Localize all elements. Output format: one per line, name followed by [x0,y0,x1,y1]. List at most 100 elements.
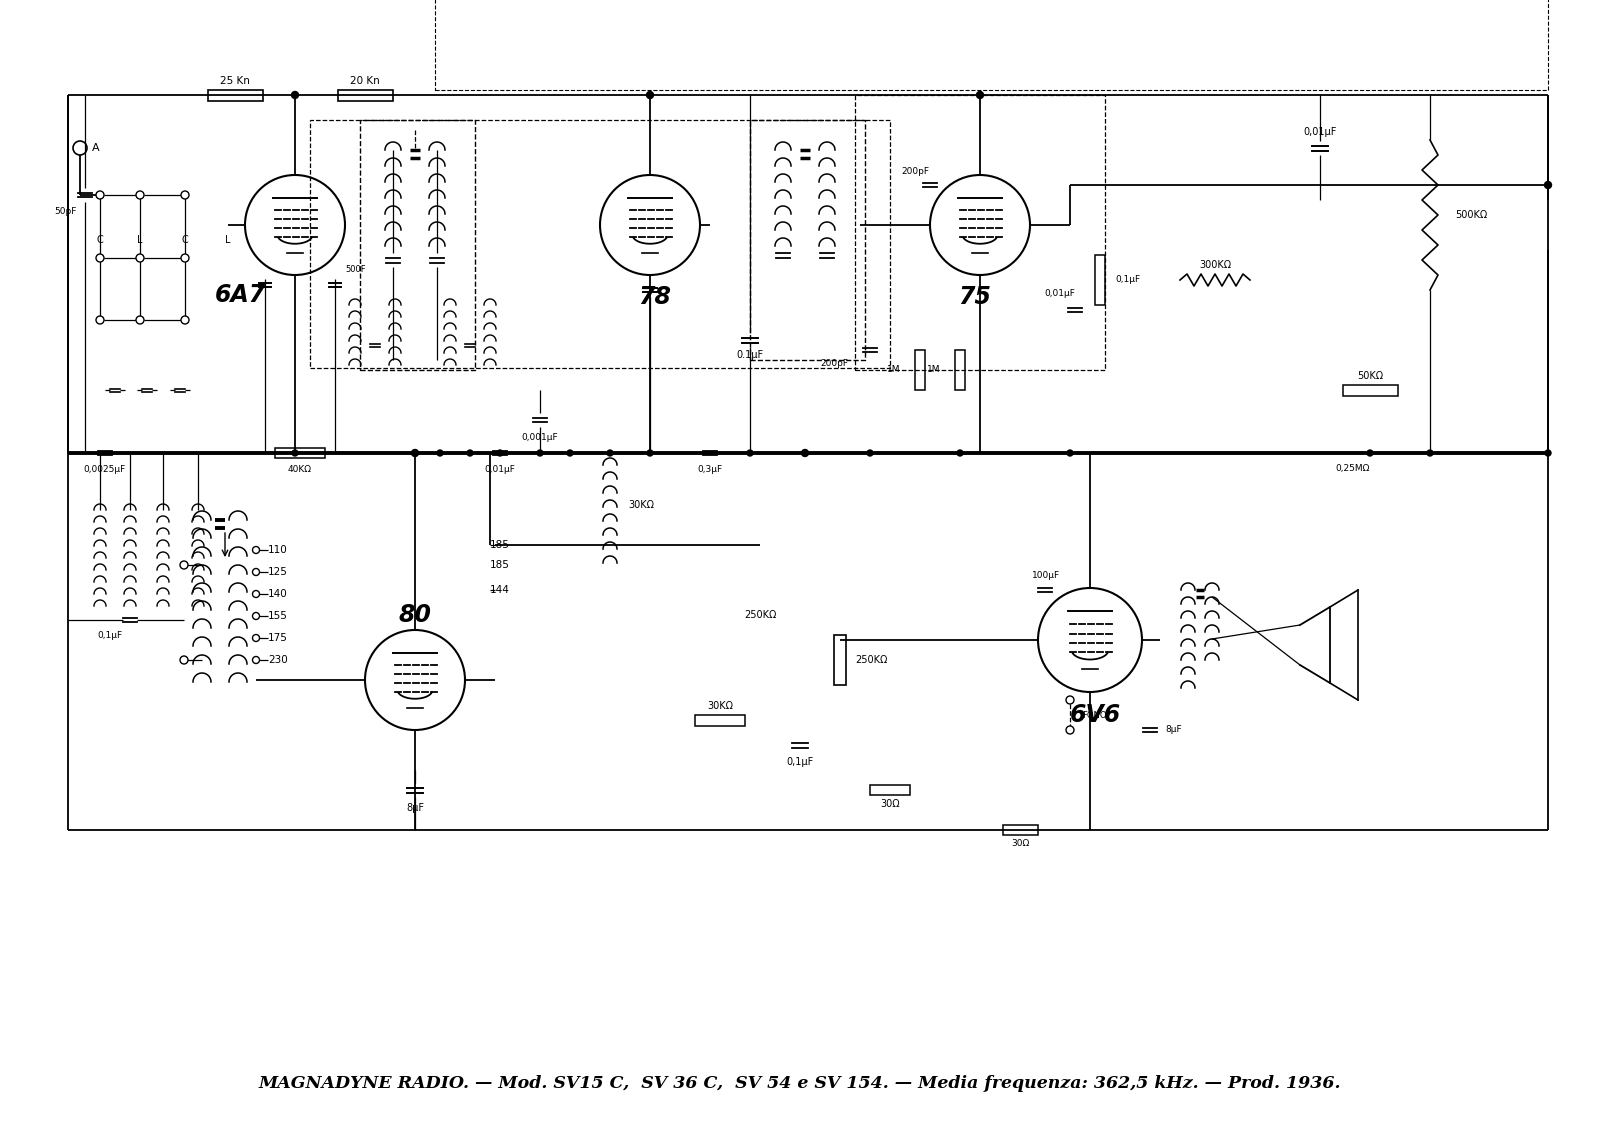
Circle shape [867,450,874,456]
Circle shape [96,316,104,323]
Text: 78: 78 [638,285,672,309]
Text: 0,1μF: 0,1μF [786,757,814,767]
Text: 0,3μF: 0,3μF [698,465,723,474]
Text: 200pF: 200pF [819,360,848,369]
Text: A: A [93,143,99,153]
Circle shape [538,450,542,456]
Circle shape [181,191,189,199]
Circle shape [1067,450,1074,456]
Circle shape [96,254,104,262]
Text: 25 Kn: 25 Kn [221,76,250,86]
Text: 185: 185 [490,539,510,550]
Bar [360,120,475,370]
Text: 0,1μF: 0,1μF [1115,276,1141,285]
Circle shape [253,656,259,664]
Text: 1M: 1M [886,365,899,374]
Circle shape [646,92,653,98]
Text: 155: 155 [269,611,288,621]
Circle shape [96,191,104,199]
Bar [1094,254,1106,305]
Circle shape [1544,181,1552,189]
Text: 0,01μF: 0,01μF [1304,127,1336,137]
Text: 500F: 500F [346,266,366,275]
Text: 6V6: 6V6 [1069,703,1120,727]
Bar [1003,824,1037,835]
Bar [750,120,866,360]
Text: 30KΩ: 30KΩ [627,500,654,510]
Text: 250KΩ: 250KΩ [854,655,888,665]
Text: 125: 125 [269,567,288,577]
Circle shape [413,450,418,456]
Text: 0.1μF: 0.1μF [736,349,763,360]
Text: 500KΩ: 500KΩ [1454,210,1488,221]
Circle shape [1546,450,1550,456]
Bar [208,89,262,101]
Text: 8μF: 8μF [406,803,424,813]
Text: 50pF: 50pF [54,207,77,216]
Circle shape [181,254,189,262]
Circle shape [136,191,144,199]
Text: 0,0025μF: 0,0025μF [83,465,126,474]
Circle shape [253,613,259,620]
Text: 80: 80 [398,603,432,627]
Circle shape [179,561,189,569]
Circle shape [498,450,502,456]
Circle shape [136,316,144,323]
Text: 30KΩ: 30KΩ [707,701,733,711]
Circle shape [1066,726,1074,734]
Bar [310,120,890,368]
Bar [1342,385,1397,396]
Text: 75: 75 [958,285,992,309]
Circle shape [467,450,474,456]
Text: 200pF: 200pF [901,166,930,175]
Circle shape [253,546,259,553]
Circle shape [1427,450,1434,456]
Text: MAGNADYNE RADIO. — Mod. SV15 C,  SV 36 C,  SV 54 e SV 154. — Media frequenza: 36: MAGNADYNE RADIO. — Mod. SV15 C, SV 36 C,… [259,1074,1341,1091]
Circle shape [957,450,963,456]
Text: 0,001μF: 0,001μF [522,433,558,442]
Circle shape [253,590,259,597]
Text: C: C [96,235,104,245]
Circle shape [136,254,144,262]
Text: 100μF: 100μF [1032,570,1061,579]
Text: 30Ω: 30Ω [880,798,899,809]
Circle shape [291,92,299,98]
Text: 230: 230 [269,655,288,665]
Circle shape [747,450,754,456]
Circle shape [1066,696,1074,703]
Text: 6A7: 6A7 [214,283,266,307]
Circle shape [253,634,259,641]
Text: 140: 140 [269,589,288,599]
Circle shape [976,92,984,98]
Bar [694,715,746,725]
Text: 1M: 1M [926,365,941,374]
Circle shape [181,316,189,323]
Text: 144: 144 [490,585,510,595]
Text: 300KΩ: 300KΩ [1198,260,1230,270]
Bar [435,0,1549,90]
Text: 50KΩ: 50KΩ [1357,371,1382,381]
Text: C: C [182,235,189,245]
Text: 0,01μF: 0,01μF [485,465,515,474]
Circle shape [437,450,443,456]
Bar [870,785,910,795]
Circle shape [566,450,573,456]
Circle shape [179,656,189,664]
Text: FONO: FONO [1082,710,1107,719]
Text: 110: 110 [269,545,288,555]
Text: 0,25MΩ: 0,25MΩ [1336,465,1370,474]
Circle shape [646,450,653,456]
Text: 175: 175 [269,633,288,644]
Bar [854,95,1106,370]
Circle shape [253,569,259,576]
Text: 20 Kn: 20 Kn [350,76,379,86]
Text: 40KΩ: 40KΩ [288,465,312,474]
Circle shape [802,449,808,457]
Text: 0,01μF: 0,01μF [1045,290,1075,299]
Text: 185: 185 [490,560,510,570]
Circle shape [291,450,298,456]
Circle shape [1366,450,1373,456]
Text: 30Ω: 30Ω [1011,839,1029,848]
Text: L: L [226,235,230,245]
Text: L: L [138,235,142,245]
